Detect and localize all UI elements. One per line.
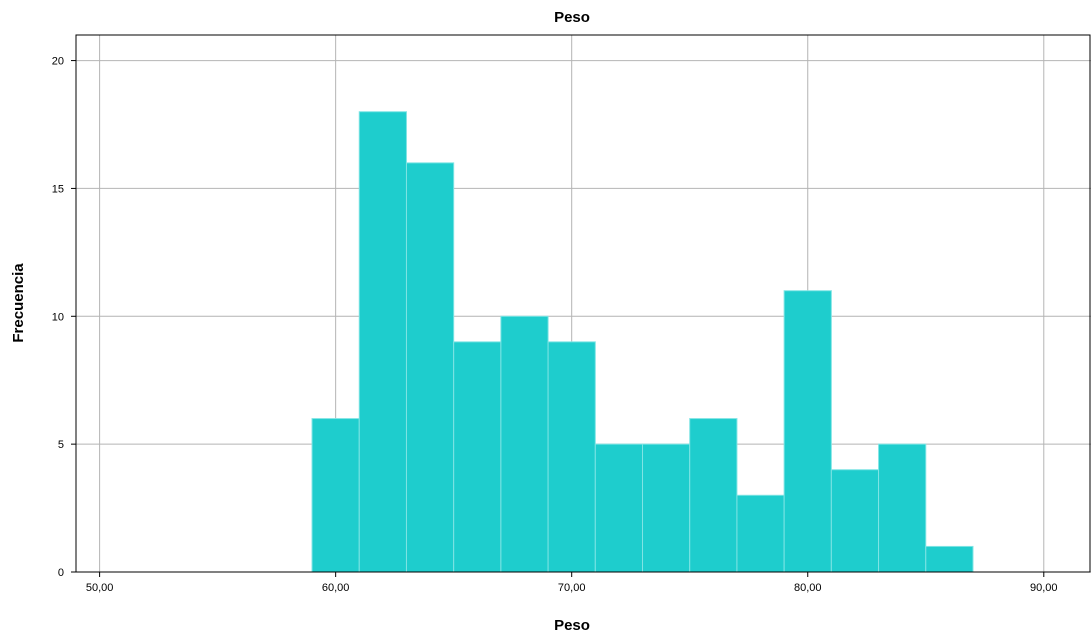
histogram-bar-12 (878, 443, 927, 573)
x-tick-label-2: 70,00 (558, 582, 586, 594)
y-axis-ticks: 0 5 10 15 20 (52, 56, 76, 579)
x-tick-label-4: 90,00 (1030, 582, 1058, 594)
x-tick-label-0: 50,00 (86, 582, 114, 594)
histogram-bar-4 (500, 315, 549, 573)
histogram-bar-2 (405, 162, 455, 573)
y-tick-label-4: 20 (52, 56, 64, 68)
histogram-bar-5 (547, 341, 596, 573)
histogram-bar-11 (830, 469, 880, 573)
histogram-bar-10 (783, 290, 832, 573)
y-tick-label-1: 5 (58, 439, 64, 451)
plot-frame (75, 34, 1091, 573)
y-axis-label: Frecuencia (10, 263, 27, 343)
x-axis-label: Peso (554, 617, 590, 634)
x-tick-label-1: 60,00 (322, 582, 350, 594)
histogram-bar-13 (925, 545, 974, 573)
histogram-bar-9 (736, 494, 785, 573)
histogram-bar-6 (594, 443, 644, 573)
y-tick-label-3: 15 (52, 183, 64, 195)
x-axis-ticks: 50,00 60,00 70,00 80,00 90,00 (86, 572, 1058, 594)
histogram-bar-7 (642, 443, 691, 573)
chart-title: Peso (554, 9, 590, 26)
histogram-bar-3 (453, 341, 502, 573)
y-tick-label-0: 0 (58, 567, 64, 579)
histogram-bars (311, 111, 974, 573)
histogram-bar-8 (689, 418, 738, 573)
y-tick-label-2: 10 (52, 311, 64, 323)
histogram-bar-0 (311, 418, 360, 573)
histogram-bar-1 (358, 111, 407, 573)
x-tick-label-3: 80,00 (794, 582, 822, 594)
